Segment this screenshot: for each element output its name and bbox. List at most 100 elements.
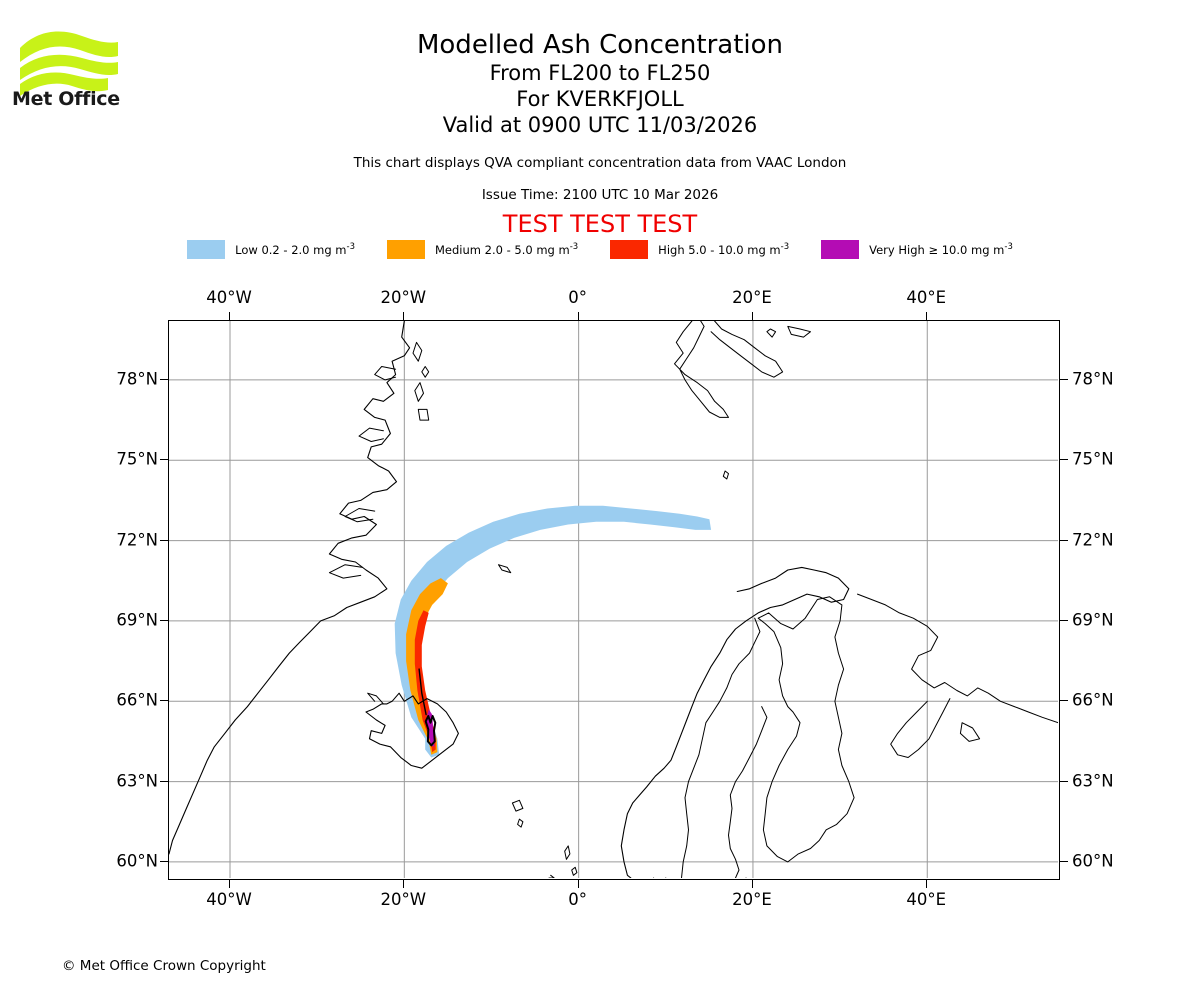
legend-swatch-medium: [386, 240, 425, 259]
legend-label-low: Low 0.2 - 2.0 mg m-3: [235, 242, 355, 257]
coastline-sweden-east: [728, 706, 768, 878]
island-greenland-4: [414, 382, 424, 402]
coastline-finland: [757, 596, 855, 863]
lon-tick-40E: [926, 880, 928, 888]
lat-tick-left-72: [160, 539, 168, 541]
legend-swatch-low: [187, 240, 226, 259]
lon-label-20W: 20°W: [380, 890, 427, 909]
lat-label-left-75: 75°N: [116, 449, 158, 469]
met-office-waves-logo: [12, 22, 132, 112]
page-title: Modelled Ash Concentration: [416, 30, 784, 60]
lat-tick-right-60: [1060, 860, 1068, 862]
lat-tick-left-78: [160, 378, 168, 380]
lat-label-right-72: 72°N: [1072, 530, 1114, 550]
legend-exponent-low: -3: [346, 242, 355, 253]
legend-swatch-high: [610, 240, 649, 259]
lat-label-left-60: 60°N: [116, 851, 158, 871]
island-faroe-south: [517, 818, 524, 828]
lat-tick-right-69: [1060, 619, 1068, 621]
lon-label-40E: 40°E: [906, 890, 947, 909]
lat-tick-left-66: [160, 700, 168, 702]
legend-item-low: Low 0.2 - 2.0 mg m-3: [187, 240, 355, 259]
lon-label-20W: 20°W: [380, 288, 427, 307]
lat-tick-left-75: [160, 459, 168, 461]
legend-exponent-very-high: -3: [1004, 242, 1013, 253]
plume-medium-concentration: [406, 578, 448, 755]
map-canvas: [169, 321, 1058, 878]
legend-label-very-high: Very High ≥ 10.0 mg m-3: [869, 242, 1013, 257]
island-greenland-1: [412, 341, 423, 362]
plume-axis-outline: [418, 668, 427, 716]
coastline-westfjords: [367, 692, 384, 705]
lat-tick-right-72: [1060, 539, 1068, 541]
ash-plume-overlay: [394, 505, 712, 758]
lon-label-20E: 20°E: [732, 288, 772, 307]
island-kvitoya: [787, 325, 811, 338]
test-banner: TEST TEST TEST: [502, 210, 698, 238]
lon-tick-0: [577, 880, 579, 888]
island-svalbard-small: [766, 328, 777, 338]
map-frame: [168, 320, 1060, 880]
lat-label-right-78: 78°N: [1072, 369, 1114, 389]
issue-time-note: Issue Time: 2100 UTC 10 Mar 2026: [481, 187, 719, 203]
legend-exponent-high: -3: [780, 242, 790, 253]
lat-tick-right-66: [1060, 700, 1068, 702]
lon-label-20E: 20°E: [732, 890, 772, 909]
coastline-greenland-fjord-3: [344, 508, 376, 523]
coastline-kola-peninsula: [857, 593, 1058, 724]
legend-item-very-high: Very High ≥ 10.0 mg m-3: [821, 240, 1013, 259]
lat-label-right-63: 63°N: [1072, 771, 1114, 791]
lat-label-left-78: 78°N: [116, 369, 158, 389]
lat-tick-right-78: [1060, 378, 1068, 380]
lat-tick-right-63: [1060, 780, 1068, 782]
coastline-white-sea: [890, 698, 951, 758]
lat-label-left-66: 66°N: [116, 690, 158, 710]
lon-tick-40W: [229, 880, 230, 888]
island-bear-island: [722, 470, 729, 480]
lon-tick-40W: [229, 312, 230, 320]
lon-label-0: 0°: [568, 288, 587, 307]
lon-label-40E: 40°E: [906, 288, 947, 307]
lat-label-right-75: 75°N: [1072, 449, 1114, 469]
lon-tick-0: [577, 312, 579, 320]
coastline-norway-west: [620, 566, 850, 878]
lat-tick-right-75: [1060, 459, 1068, 461]
lat-label-left-63: 63°N: [116, 771, 158, 791]
lon-tick-20W: [403, 312, 405, 320]
title-block: Modelled Ash Concentration From FL200 to…: [0, 0, 1200, 238]
lon-tick-20E: [751, 312, 753, 320]
volcano-subtitle: For KVERKFJOLL: [516, 87, 684, 111]
island-faroe: [511, 799, 524, 812]
island-white-sea-1: [959, 722, 981, 742]
lat-label-left-69: 69°N: [116, 610, 158, 630]
coastline-greenland-fjord-1: [374, 366, 397, 381]
coastlines: [169, 321, 1058, 878]
island-greenland-2: [421, 366, 430, 378]
plume-low-concentration: [394, 505, 712, 758]
coastline-iceland: [365, 692, 459, 769]
legend-swatch-very-high: [821, 240, 860, 259]
lat-label-right-69: 69°N: [1072, 610, 1114, 630]
lon-tick-20E: [751, 880, 753, 888]
qva-note: This chart displays QVA compliant concen…: [353, 155, 847, 171]
island-greenland-3: [417, 408, 430, 421]
coastline-greenland: [169, 321, 411, 855]
volcano-source-marker: [424, 715, 437, 747]
lon-label-0: 0°: [568, 890, 587, 909]
island-jan-mayen: [498, 564, 512, 574]
copyright-footer: © Met Office Crown Copyright: [62, 958, 266, 974]
lat-tick-left-69: [160, 619, 168, 621]
coastline-greenland-fjord-2: [358, 427, 384, 442]
coastline-greenland-fjord-4: [328, 564, 363, 579]
island-orkney: [548, 874, 555, 878]
flight-level-subtitle: From FL200 to FL250: [489, 61, 711, 85]
map-gridlines: [169, 321, 1058, 878]
legend-item-medium: Medium 2.0 - 5.0 mg m-3: [386, 240, 578, 259]
island-shetland: [564, 845, 571, 860]
island-shetland-south: [571, 866, 578, 876]
lon-label-40W: 40°W: [206, 288, 252, 307]
legend-label-high: High 5.0 - 10.0 mg m-3: [658, 242, 790, 257]
island-spitsbergen: [674, 321, 729, 418]
border-norway-sweden: [681, 617, 761, 878]
